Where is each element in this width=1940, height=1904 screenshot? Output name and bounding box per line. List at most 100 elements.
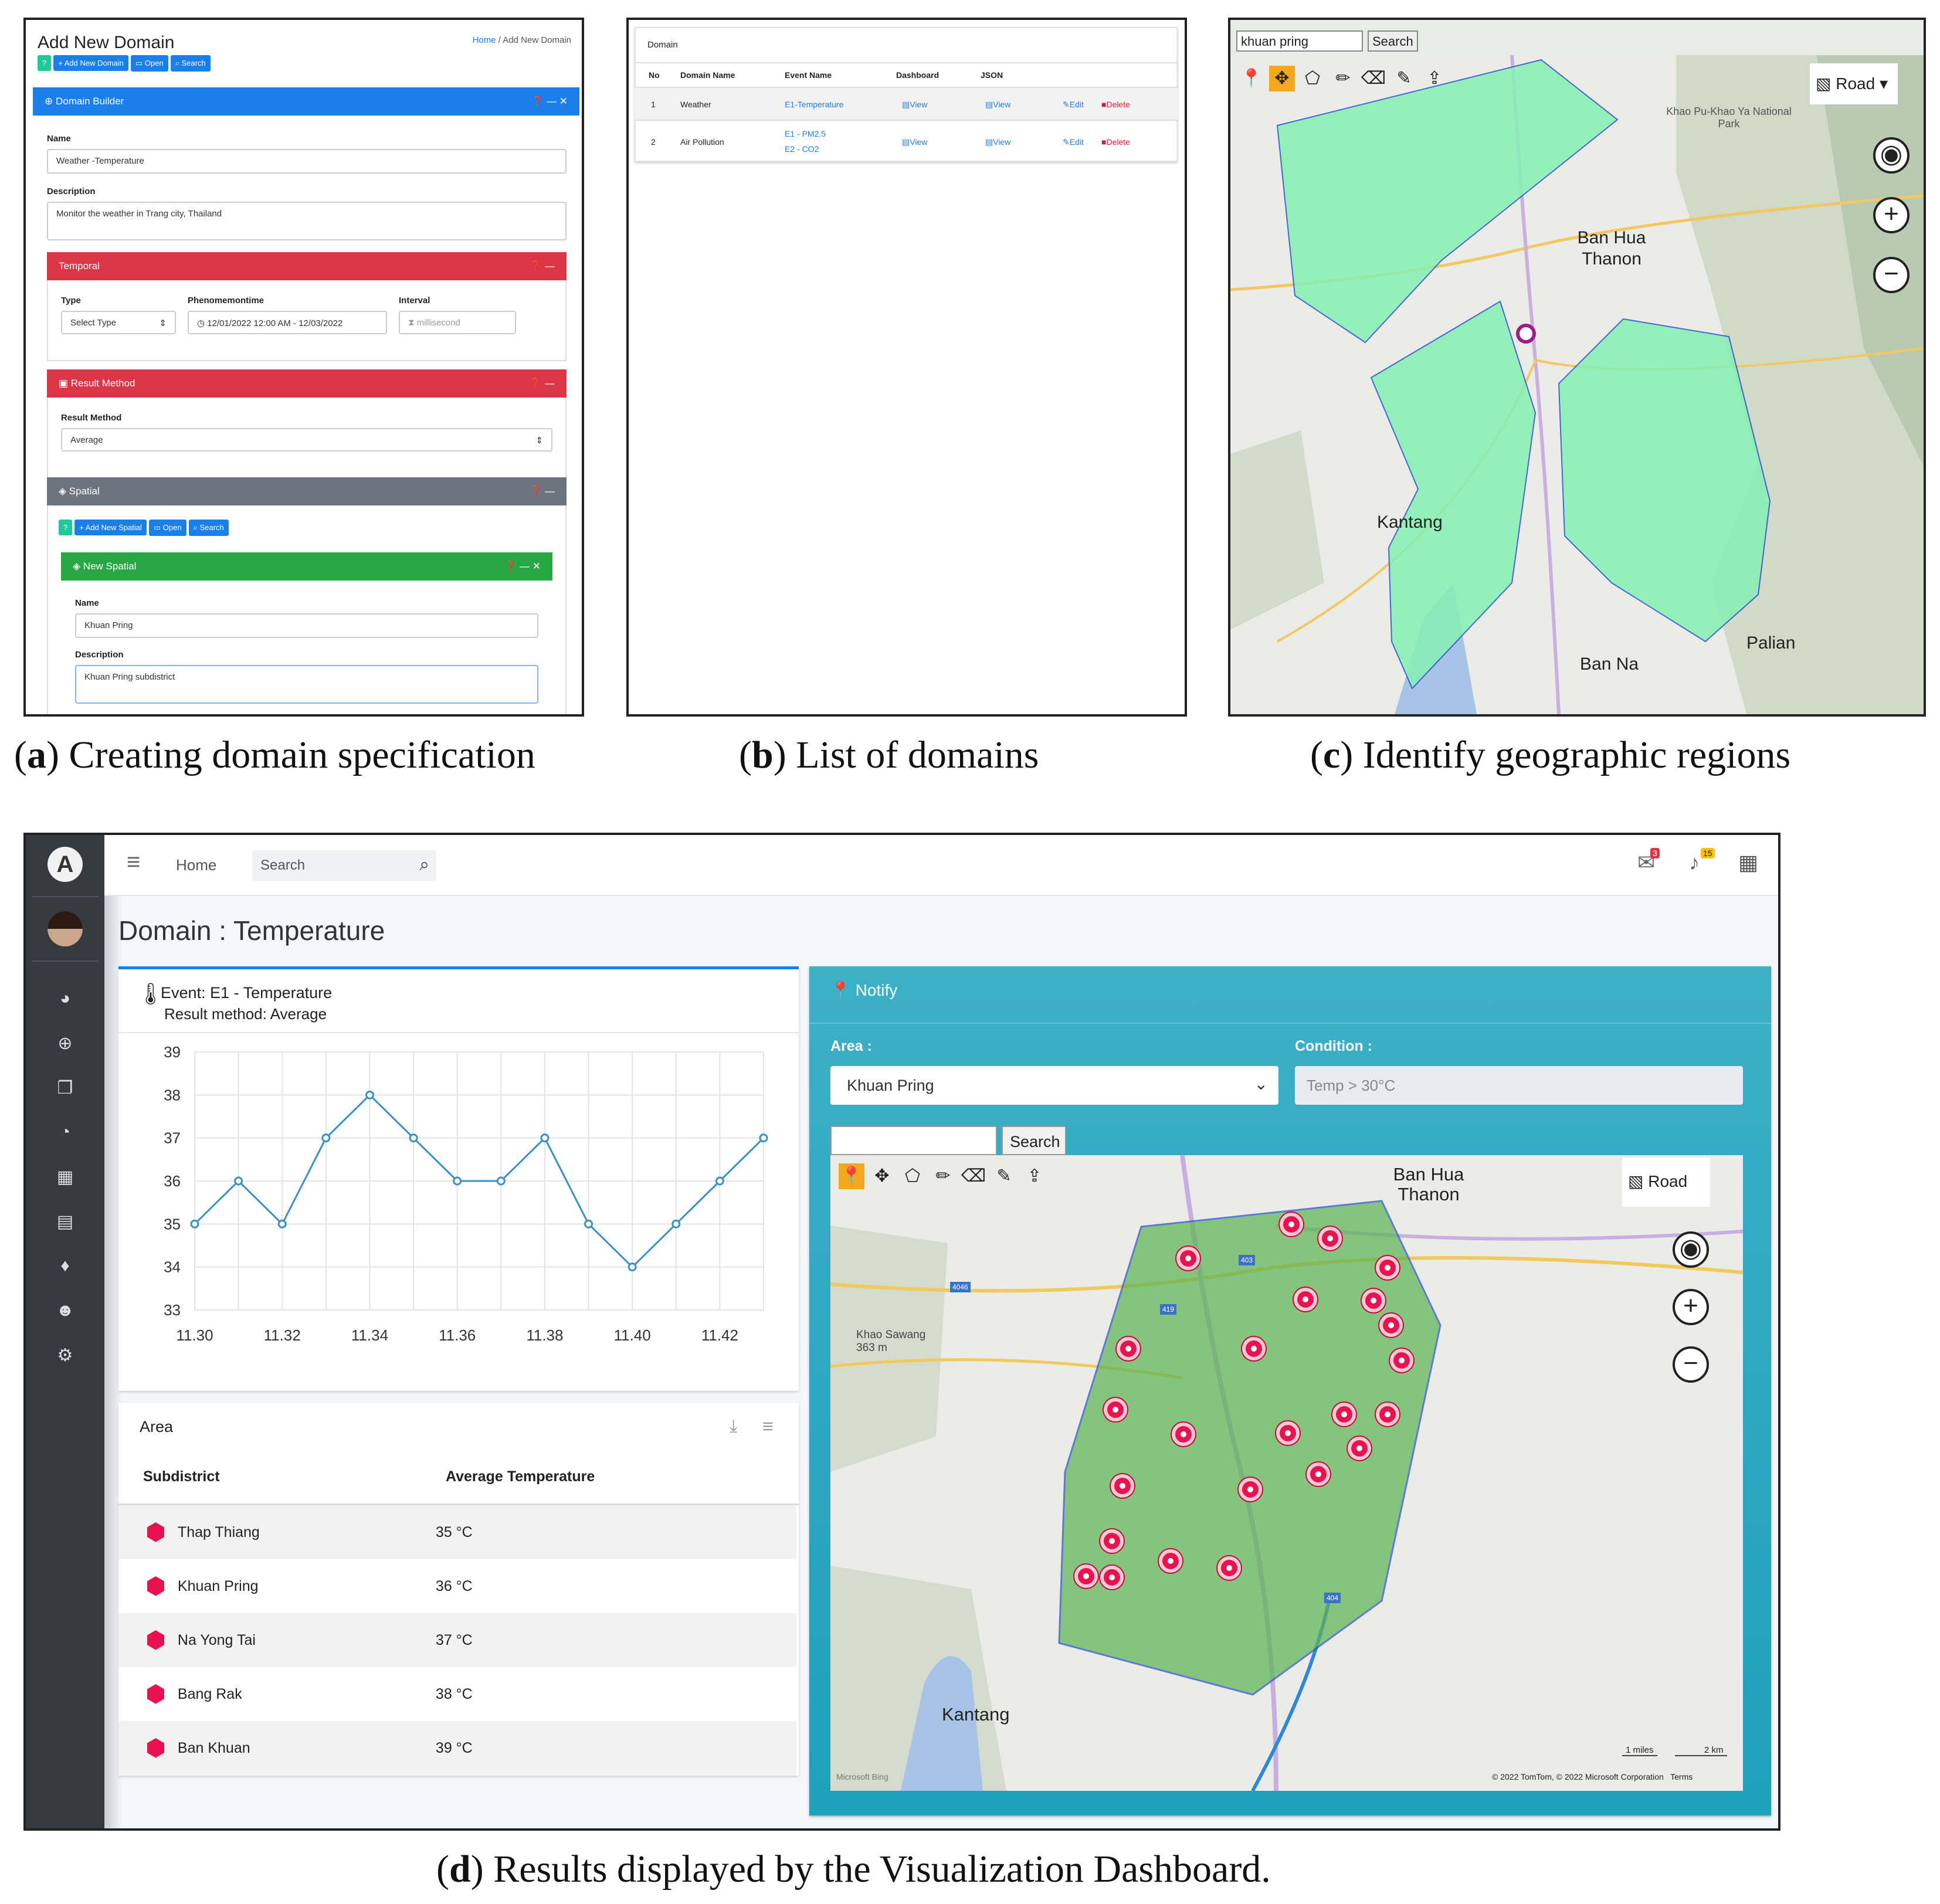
spatial-open-button[interactable]: ▭ Open (148, 520, 186, 536)
sensor-marker[interactable] (1390, 1349, 1413, 1372)
nav-search-input[interactable]: Search ⌕ (252, 850, 436, 881)
notify-map-canvas[interactable] (830, 1155, 1743, 1791)
gears-icon[interactable]: ⚙ (57, 1346, 73, 1365)
region-polygon[interactable] (1558, 318, 1771, 643)
sensor-marker[interactable] (1362, 1289, 1385, 1312)
sensor-marker[interactable] (1348, 1437, 1371, 1460)
locate-me-icon[interactable]: ◉ (1673, 1231, 1709, 1268)
globe-icon[interactable]: ⊕ (57, 1034, 73, 1053)
breadcrumb-home[interactable]: Home (472, 35, 496, 45)
nav-home-link[interactable]: Home (176, 856, 217, 874)
minimize-icon[interactable]: — (545, 486, 555, 497)
map-search-button[interactable]: Search (1002, 1126, 1066, 1155)
sensor-marker[interactable] (1100, 1566, 1124, 1589)
minimize-icon[interactable]: — (547, 96, 557, 107)
type-select[interactable]: Select Type ⇕ (61, 311, 176, 334)
locate-me-icon[interactable]: ◉ (1873, 137, 1910, 174)
sensor-marker[interactable] (1332, 1403, 1356, 1426)
search-button[interactable]: ⌕ Search (170, 55, 211, 72)
hamburger-icon[interactable]: ≡ (127, 849, 141, 875)
sensor-marker[interactable] (1318, 1227, 1342, 1250)
messages-icon[interactable]: ✉ 3 (1637, 848, 1660, 875)
add-new-domain-button[interactable]: + Add New Domain (53, 55, 128, 71)
row-event-link[interactable]: E1 - PM2.5 (785, 129, 826, 138)
download-icon[interactable]: ⤓ (730, 1417, 738, 1436)
move-tool-icon[interactable]: ✥ (874, 1166, 890, 1186)
search-icon[interactable]: ⌕ (419, 855, 429, 874)
sensor-marker[interactable] (1074, 1564, 1098, 1588)
sensor-marker[interactable] (1242, 1337, 1266, 1360)
region-polygon[interactable] (1276, 59, 1619, 344)
region-map-canvas[interactable] (1230, 55, 1924, 714)
question-icon[interactable]: ❓ (530, 260, 542, 271)
calendar-icon[interactable]: ▦ (56, 1167, 74, 1187)
sensor-marker[interactable] (1111, 1474, 1134, 1498)
polygon-tool-icon[interactable]: ⬠ (904, 1166, 921, 1186)
delete-link[interactable]: ■Delete (1101, 100, 1130, 109)
open-button[interactable]: ▭ Open (130, 55, 168, 72)
zoom-in-icon[interactable]: + (1673, 1289, 1709, 1325)
map-search-input[interactable]: khuan pring (1236, 30, 1363, 52)
menu-icon[interactable]: ≡ (762, 1416, 774, 1437)
area-select[interactable]: Khuan Pring ⌄ (830, 1066, 1278, 1105)
polygon-tool-icon[interactable]: ⬠ (1304, 69, 1321, 88)
khuan-pring-polygon[interactable] (1058, 1200, 1442, 1696)
edit-link[interactable]: ✎Edit (1063, 100, 1084, 110)
sensor-marker[interactable] (1307, 1462, 1330, 1486)
export-tool-icon[interactable]: ⇪ (1427, 69, 1442, 88)
sensor-marker[interactable] (1280, 1213, 1303, 1236)
notifications-icon[interactable]: ♪ 15 (1689, 848, 1715, 875)
region-polygon[interactable] (1370, 300, 1537, 690)
sensor-marker[interactable] (1104, 1398, 1127, 1421)
add-new-spatial-button[interactable]: + Add New Spatial (74, 520, 147, 535)
json-view-link[interactable]: ▤View (985, 137, 1010, 147)
location-pin-icon[interactable] (1516, 324, 1536, 344)
pin-tool-icon[interactable]: 📍 (1240, 69, 1263, 88)
sensor-marker[interactable] (1376, 1256, 1399, 1279)
map-search-button[interactable]: Search (1368, 30, 1418, 52)
spatial-help-button[interactable]: ? (59, 520, 73, 535)
sensor-marker[interactable] (1176, 1247, 1200, 1270)
pencil-tool-icon[interactable]: ✏ (1335, 69, 1351, 88)
edit-tool-icon[interactable]: ✎ (1396, 69, 1412, 88)
question-icon[interactable]: ❓ (531, 96, 544, 107)
spatial-name-input[interactable]: Khuan Pring (75, 613, 538, 638)
edit-tool-icon[interactable]: ✎ (996, 1166, 1012, 1186)
app-logo[interactable]: A (48, 847, 83, 882)
notify-map[interactable]: 📍 ✥ ⬠ ✏ ⌫ ✎ ⇪ ▧ Road ◉ + − Ban Hua Thanon Kant… (830, 1155, 1743, 1791)
help-button[interactable]: ? (38, 55, 52, 71)
map-layer-selector[interactable]: ▧ Road ▾ (1810, 63, 1898, 104)
zoom-out-icon[interactable]: − (1673, 1346, 1709, 1383)
close-icon[interactable]: ✕ (559, 96, 568, 107)
sensor-marker[interactable] (1159, 1549, 1182, 1573)
json-view-link[interactable]: ▤View (985, 100, 1010, 110)
spatial-description-input[interactable]: Khuan Pring subdistrict (75, 665, 538, 704)
edit-link[interactable]: ✎Edit (1063, 137, 1084, 147)
sensor-marker[interactable] (1239, 1478, 1262, 1501)
result-method-select[interactable]: Average ⇕ (61, 428, 552, 452)
eraser-tool-icon[interactable]: ⌫ (1361, 69, 1386, 88)
sensor-marker[interactable] (1379, 1314, 1403, 1337)
dashboard-view-link[interactable]: ▤View (902, 137, 927, 147)
close-icon[interactable]: ✕ (532, 561, 541, 572)
zoom-in-icon[interactable]: + (1873, 197, 1910, 233)
avatar[interactable] (48, 911, 83, 946)
question-icon[interactable]: ❓ (504, 561, 517, 572)
minimize-icon[interactable]: — (545, 260, 555, 271)
pencil-tool-icon[interactable]: ✏ (935, 1166, 951, 1186)
sensor-marker[interactable] (1294, 1288, 1317, 1311)
delete-link[interactable]: ■Delete (1101, 137, 1130, 147)
document-icon[interactable]: ▤ (56, 1212, 74, 1231)
map-layer-selector[interactable]: ▧ Road (1622, 1158, 1710, 1207)
map-search-input[interactable] (830, 1126, 997, 1155)
export-tool-icon[interactable]: ⇪ (1027, 1166, 1042, 1186)
zoom-out-icon[interactable]: − (1873, 257, 1910, 293)
dashboard-view-link[interactable]: ▤View (902, 100, 927, 110)
sensor-marker[interactable] (1172, 1423, 1195, 1446)
spatial-search-button[interactable]: ⌕ Search (188, 520, 229, 536)
question-icon[interactable]: ❓ (530, 378, 542, 389)
condition-input[interactable]: Temp > 30°C (1295, 1066, 1743, 1105)
sensor-marker[interactable] (1217, 1556, 1241, 1580)
sensor-marker[interactable] (1117, 1337, 1140, 1360)
description-input[interactable]: Monitor the weather in Trang city, Thail… (47, 202, 567, 240)
